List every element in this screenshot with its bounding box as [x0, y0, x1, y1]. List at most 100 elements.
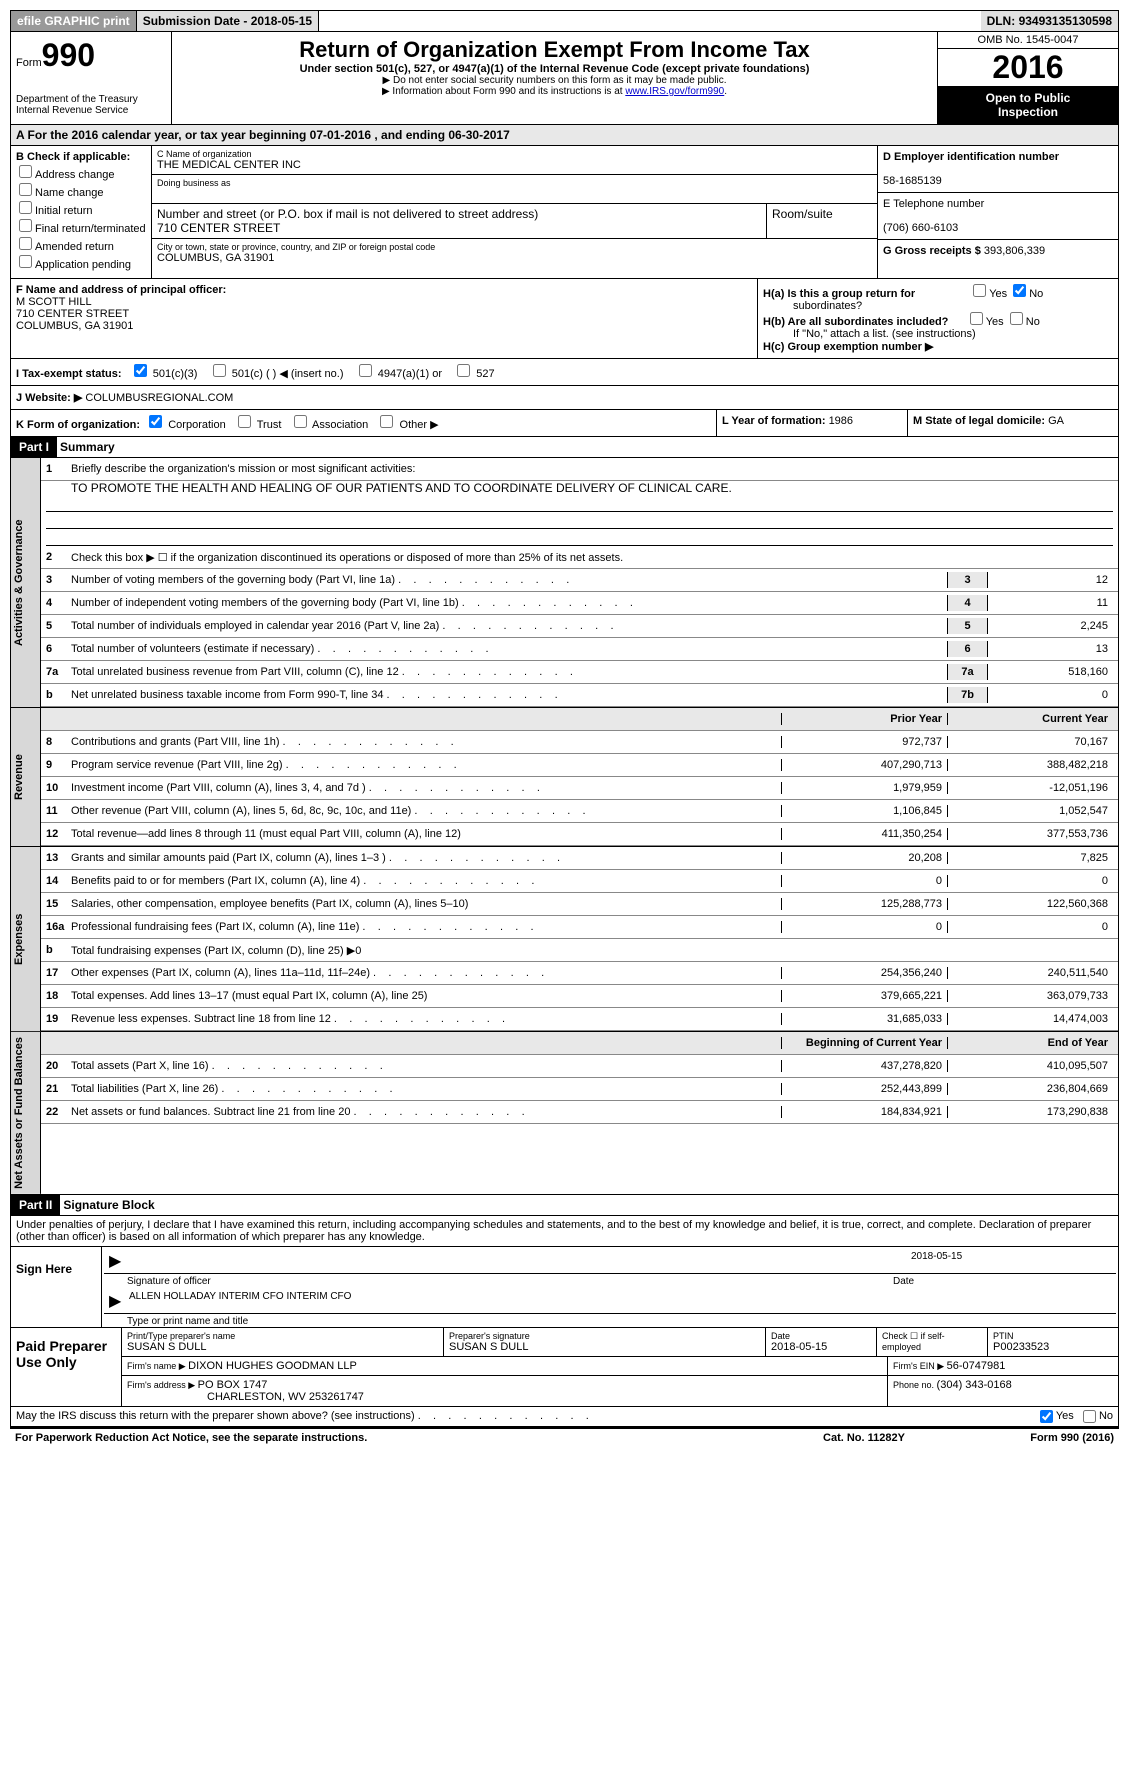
row-j: J Website: ▶ COLUMBUSREGIONAL.COM	[10, 386, 1119, 410]
submission-date: Submission Date - 2018-05-15	[137, 11, 319, 31]
ein: 58-1685139	[883, 175, 1113, 187]
c17: 240,511,540	[947, 967, 1113, 979]
irs-link[interactable]: www.IRS.gov/form990	[625, 86, 724, 97]
officer-lbl: F Name and address of principal officer:	[16, 284, 226, 296]
city-lbl: City or town, state or province, country…	[157, 242, 872, 252]
c20: 410,095,507	[947, 1060, 1113, 1072]
hb-no[interactable]	[1010, 312, 1023, 325]
firm-ein-lbl: Firm's EIN ▶	[893, 1361, 947, 1371]
date-lbl: Date	[893, 1276, 1093, 1287]
mission: TO PROMOTE THE HEALTH AND HEALING OF OUR…	[41, 481, 1118, 495]
netassets-block: Net Assets or Fund Balances Beginning of…	[10, 1032, 1119, 1195]
org-name: THE MEDICAL CENTER INC	[157, 159, 872, 171]
p13: 20,208	[781, 852, 947, 864]
officer-name: M SCOTT HILL	[16, 296, 752, 308]
c22: 173,290,838	[947, 1106, 1113, 1118]
p15: 125,288,773	[781, 898, 947, 910]
val-4: 11	[988, 597, 1113, 609]
final-return-check[interactable]: Final return/terminated	[16, 219, 146, 235]
other-check[interactable]	[380, 415, 393, 428]
ptin: P00233523	[993, 1341, 1113, 1353]
amended-check[interactable]: Amended return	[16, 237, 146, 253]
footer-row: For Paperwork Reduction Act Notice, see …	[10, 1427, 1119, 1447]
row-a: A For the 2016 calendar year, or tax yea…	[10, 125, 1119, 146]
527-check[interactable]	[457, 364, 470, 377]
prep-sig: SUSAN S DULL	[449, 1341, 760, 1353]
hb-yes[interactable]	[970, 312, 983, 325]
revenue-block: Revenue Prior YearCurrent Year 8Contribu…	[10, 708, 1119, 847]
val-3: 12	[988, 574, 1113, 586]
row-k-l-m: K Form of organization: Corporation Trus…	[10, 410, 1119, 437]
line-2: Check this box ▶ ☐ if the organization d…	[71, 551, 1113, 564]
omb: OMB No. 1545-0047	[938, 32, 1118, 49]
trust-check[interactable]	[238, 415, 251, 428]
dln: DLN: 93493135130598	[981, 11, 1118, 31]
c14: 0	[947, 875, 1113, 887]
form-number: Form990	[16, 37, 166, 74]
line-17: Other expenses (Part IX, column (A), lin…	[71, 967, 781, 979]
firm-ein: 56-0747981	[947, 1360, 1006, 1372]
val-6: 13	[988, 643, 1113, 655]
line-13: Grants and similar amounts paid (Part IX…	[71, 852, 781, 864]
check-hdr: B Check if applicable:	[16, 151, 146, 163]
ha-no[interactable]	[1013, 284, 1026, 297]
4947-check[interactable]	[359, 364, 372, 377]
c21: 236,804,669	[947, 1083, 1113, 1095]
vtab-netassets: Net Assets or Fund Balances	[11, 1032, 41, 1194]
prep-date-lbl: Date	[771, 1331, 871, 1341]
p19: 31,685,033	[781, 1013, 947, 1025]
col-b: B Check if applicable: Address change Na…	[11, 146, 152, 278]
dba-lbl: Doing business as	[157, 178, 872, 188]
ha-yes[interactable]	[973, 284, 986, 297]
preparer-block: Paid Preparer Use Only Print/Type prepar…	[10, 1328, 1119, 1407]
row-i: I Tax-exempt status: 501(c)(3) 501(c) ( …	[10, 359, 1119, 386]
hdr-prior: Prior Year	[781, 713, 947, 725]
firm-addr: PO BOX 1747	[198, 1379, 268, 1391]
type-name-lbl: Type or print name and title	[102, 1316, 1118, 1327]
phone-lbl: Phone no.	[893, 1380, 937, 1390]
paperwork-note: For Paperwork Reduction Act Notice, see …	[15, 1432, 764, 1444]
c8: 70,167	[947, 736, 1113, 748]
website: COLUMBUSREGIONAL.COM	[85, 392, 233, 404]
501c3-check[interactable]	[134, 364, 147, 377]
p9: 407,290,713	[781, 759, 947, 771]
discuss-no[interactable]	[1083, 1410, 1096, 1423]
assoc-check[interactable]	[294, 415, 307, 428]
initial-return-check[interactable]: Initial return	[16, 201, 146, 217]
c18: 363,079,733	[947, 990, 1113, 1002]
vtab-revenue: Revenue	[11, 708, 41, 846]
form-title: Return of Organization Exempt From Incom…	[177, 37, 932, 63]
discuss-yes[interactable]	[1040, 1410, 1053, 1423]
p16a: 0	[781, 921, 947, 933]
form-subtitle: Under section 501(c), 527, or 4947(a)(1)…	[177, 63, 932, 75]
p10: 1,979,959	[781, 782, 947, 794]
name-change-check[interactable]: Name change	[16, 183, 146, 199]
prep-sig-lbl: Preparer's signature	[449, 1331, 760, 1341]
formation-lbl: L Year of formation:	[722, 415, 829, 427]
p14: 0	[781, 875, 947, 887]
app-pending-check[interactable]: Application pending	[16, 255, 146, 271]
firm-addr2: CHARLESTON, WV 253261747	[127, 1391, 882, 1403]
501c-check[interactable]	[213, 364, 226, 377]
c13: 7,825	[947, 852, 1113, 864]
line-8: Contributions and grants (Part VIII, lin…	[71, 736, 781, 748]
p8: 972,737	[781, 736, 947, 748]
sig-date: 2018-05-15	[911, 1251, 1111, 1271]
addr-change-check[interactable]: Address change	[16, 165, 146, 181]
c9: 388,482,218	[947, 759, 1113, 771]
line-3: Number of voting members of the governin…	[71, 574, 947, 586]
c11: 1,052,547	[947, 805, 1113, 817]
tax-year: 2016	[938, 49, 1118, 86]
cat-no: Cat. No. 11282Y	[764, 1432, 964, 1444]
hdr-begin: Beginning of Current Year	[781, 1037, 947, 1049]
line-18: Total expenses. Add lines 13–17 (must eq…	[71, 990, 781, 1002]
c16a: 0	[947, 921, 1113, 933]
corp-check[interactable]	[149, 415, 162, 428]
topbar: efile GRAPHIC print Submission Date - 20…	[10, 10, 1119, 32]
line-11: Other revenue (Part VIII, column (A), li…	[71, 805, 781, 817]
ssn-note: ▶ Do not enter social security numbers o…	[177, 75, 932, 86]
firm-phone: (304) 343-0168	[937, 1379, 1012, 1391]
hc-row: H(c) Group exemption number ▶	[763, 340, 1113, 353]
tel-lbl: E Telephone number	[883, 198, 1113, 210]
sign-block: Sign Here ▶2018-05-15 Signature of offic…	[10, 1247, 1119, 1328]
